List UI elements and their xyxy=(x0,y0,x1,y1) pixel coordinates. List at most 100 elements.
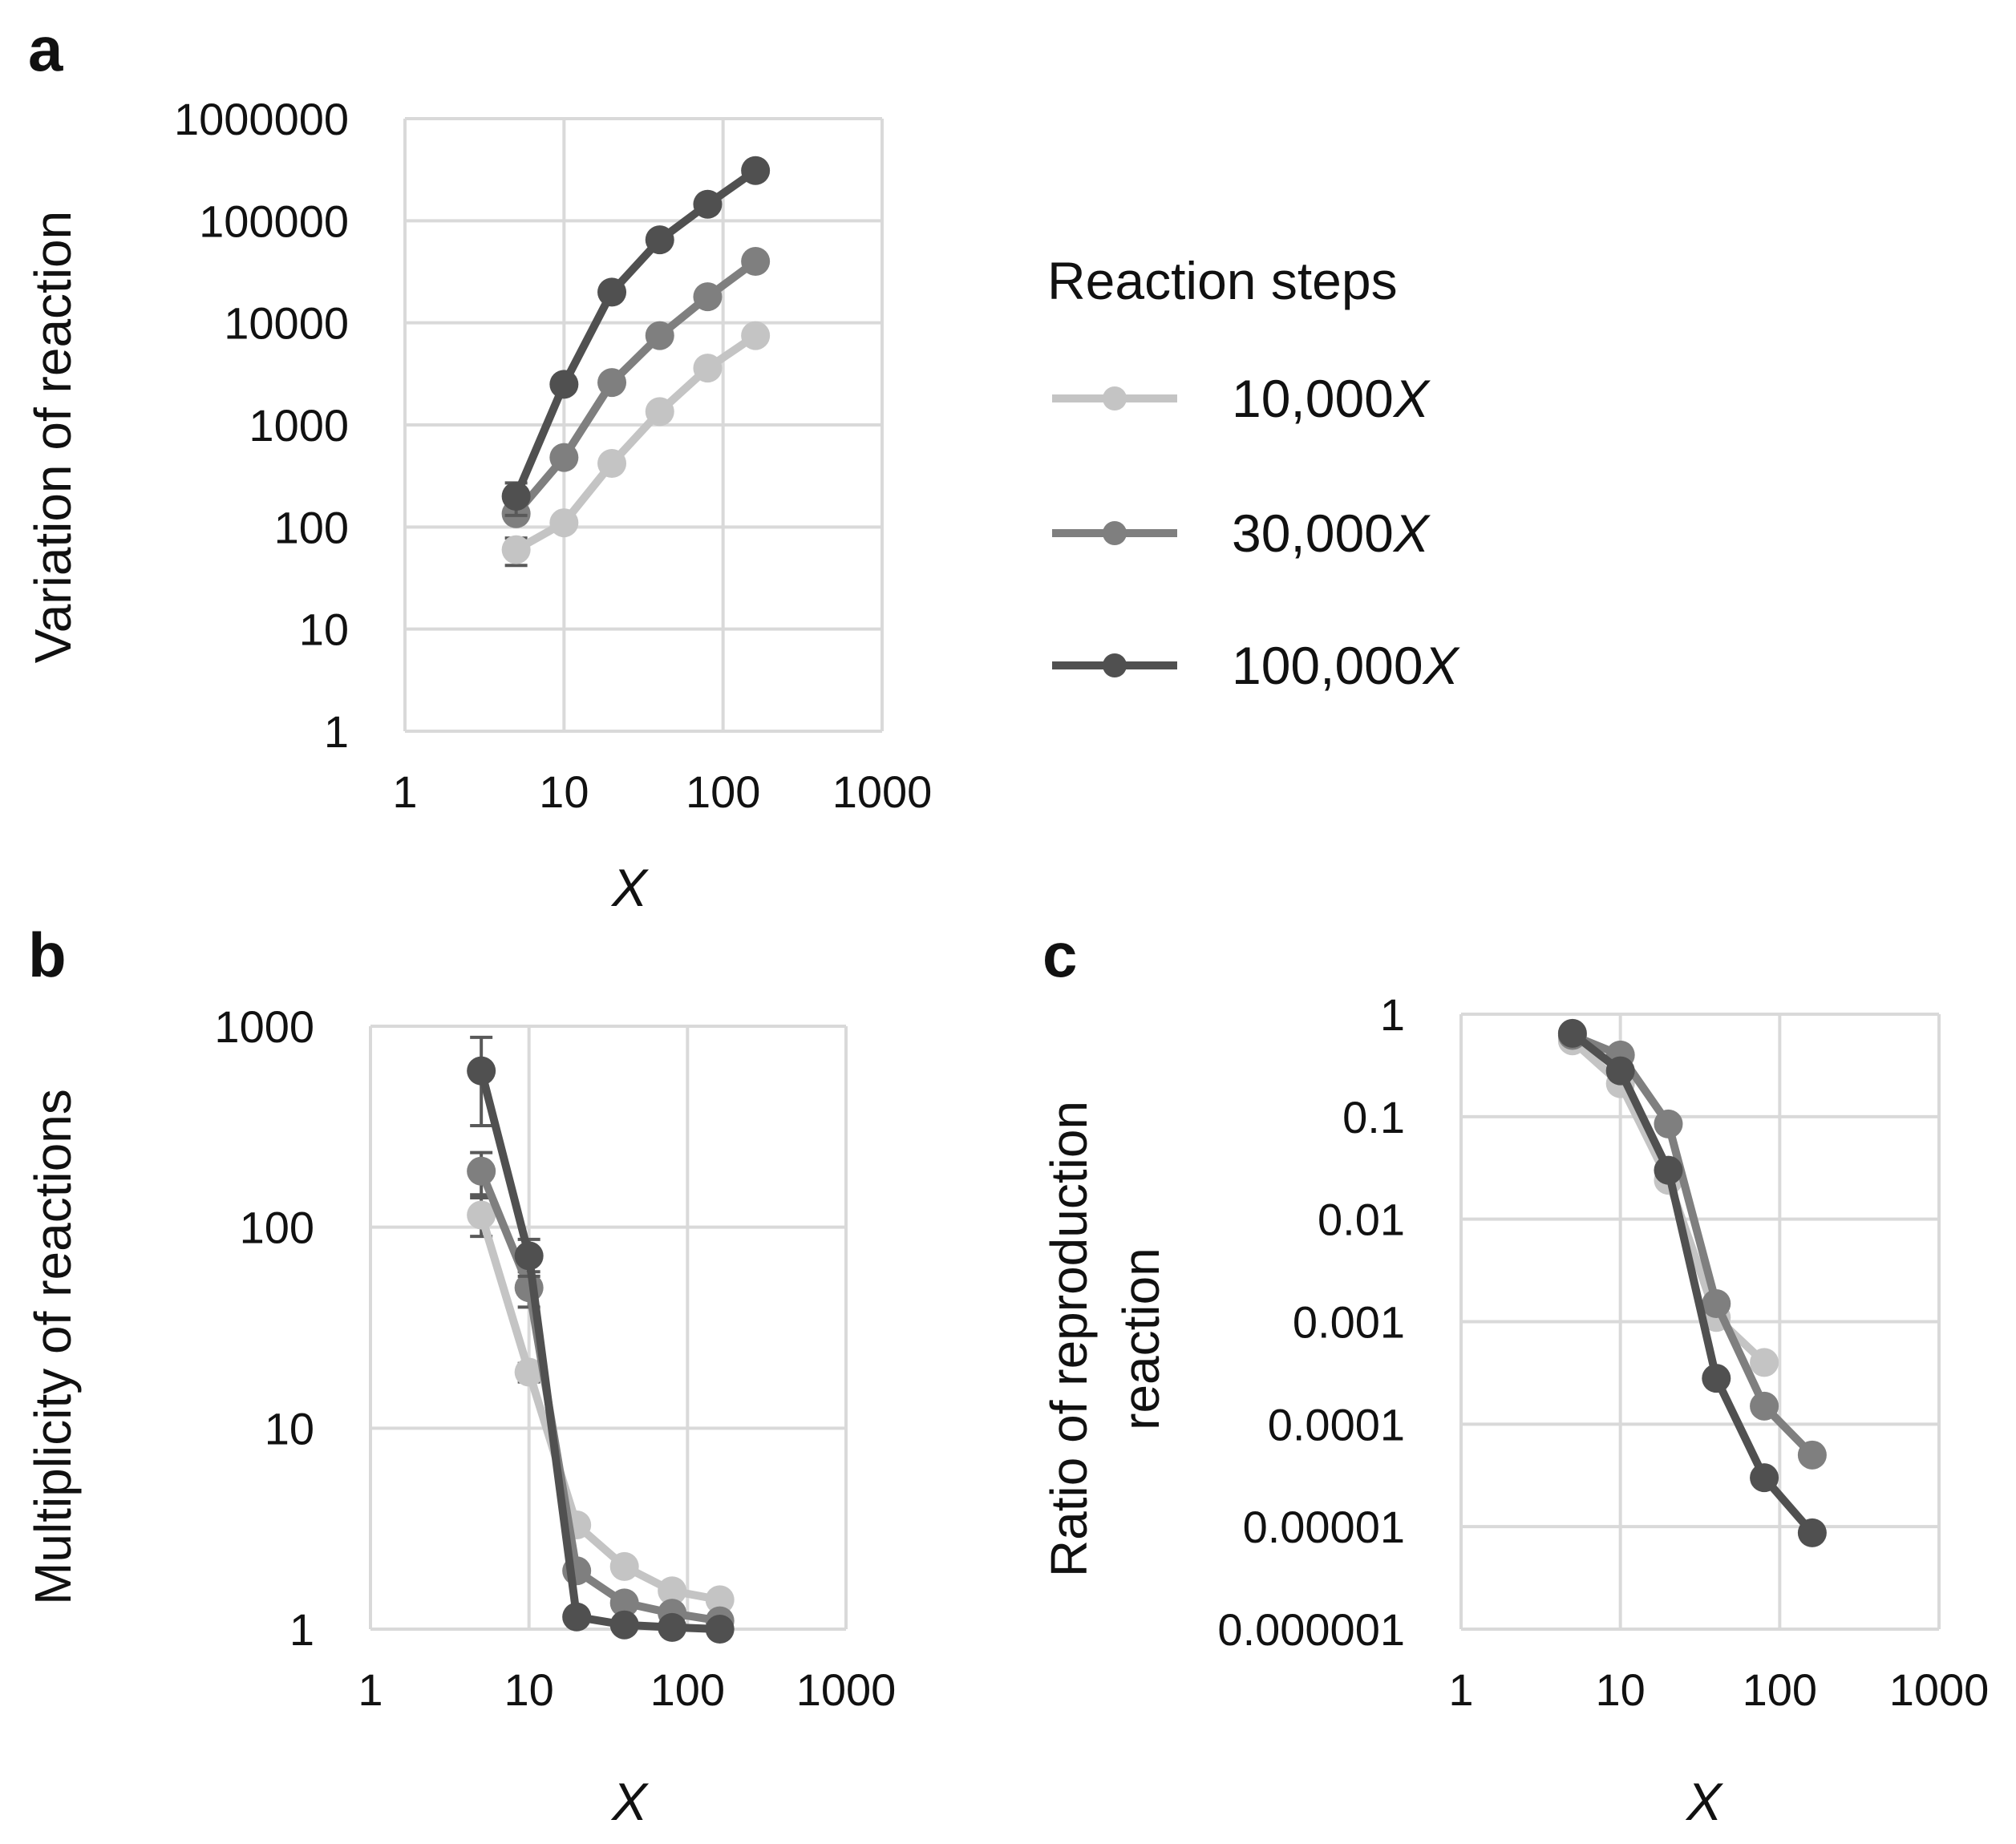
data-point xyxy=(467,1200,496,1230)
legend-entry-2: 30,000X xyxy=(1052,503,1431,563)
data-point xyxy=(693,189,723,219)
panel-c-y-axis-title-line-1: Ratio of reproduction xyxy=(1040,1101,1098,1577)
legend-label-3: 100,000X xyxy=(1232,636,1461,695)
legend-marker-1 xyxy=(1103,386,1127,410)
data-point xyxy=(693,282,723,312)
panel-a-y-tick-label: 100000 xyxy=(199,196,349,246)
panel-c-y-tick-label: 0.1 xyxy=(1342,1092,1405,1142)
data-point xyxy=(1750,1463,1779,1493)
data-point xyxy=(645,321,674,350)
panel-b-x-tick-label: 1 xyxy=(358,1664,383,1715)
panel-b-label: b xyxy=(28,920,67,990)
panel-c-y-tick-label: 0.000001 xyxy=(1217,1604,1405,1655)
series-line xyxy=(477,1167,724,1625)
panel-b-y-tick-label: 1000 xyxy=(214,1001,314,1052)
panel-a-x-tick-label: 1000 xyxy=(832,766,933,817)
panel-b-y-tick-label: 100 xyxy=(240,1203,314,1253)
data-point xyxy=(609,1610,639,1640)
panel-b-series-1 xyxy=(467,1196,735,1615)
panel-c-grid xyxy=(1459,1013,1941,1631)
data-point xyxy=(741,156,771,185)
panel-a-series-1 xyxy=(501,321,771,568)
data-point xyxy=(549,443,579,472)
panel-b-x-tick-label: 100 xyxy=(650,1664,725,1715)
panel-c-ticks: 1 10 100 1000 0.000001 0.00001 0.0001 0.001 0.01… xyxy=(1217,989,1989,1715)
data-point xyxy=(501,535,531,564)
panel-b-y-tick-label: 1 xyxy=(289,1604,314,1655)
panel-c-x-tick-label: 1000 xyxy=(1889,1664,1990,1715)
panel-b-x-axis-title: X xyxy=(610,1772,650,1831)
panel-a: a 1 10 100 1000 1 10 100 1000 10000 100000 1000000… xyxy=(24,14,932,917)
data-point xyxy=(1702,1364,1731,1393)
panel-b-series-3 xyxy=(467,1035,735,1644)
data-point xyxy=(467,1056,496,1086)
panel-b-grid xyxy=(369,1025,848,1631)
panel-a-grid xyxy=(403,117,884,733)
legend-marker-3 xyxy=(1103,653,1127,677)
panel-c-series-1 xyxy=(1557,1026,1779,1377)
panel-b-y-axis-title: Multiplicity of reactions xyxy=(24,1089,82,1605)
series-line xyxy=(477,1211,724,1604)
data-point xyxy=(705,1585,735,1615)
panel-a-ticks: 1 10 100 1000 1 10 100 1000 10000 100000 1000000 xyxy=(174,94,932,817)
data-point xyxy=(1797,1440,1827,1470)
panel-b-ticks: 1 10 100 1000 1 10 100 1000 xyxy=(214,1001,896,1715)
data-point xyxy=(1797,1518,1827,1547)
panel-c-x-tick-label: 100 xyxy=(1743,1664,1817,1715)
data-point xyxy=(645,225,674,255)
data-point xyxy=(549,370,579,399)
panel-a-label: a xyxy=(28,14,63,84)
data-point xyxy=(1750,1391,1779,1421)
panel-b-x-tick-label: 1000 xyxy=(796,1664,897,1715)
data-point xyxy=(741,321,771,350)
panel-c-y-tick-label: 0.01 xyxy=(1318,1195,1405,1245)
data-point xyxy=(597,368,627,398)
data-point xyxy=(514,1241,544,1271)
legend-marker-2 xyxy=(1103,521,1127,545)
data-point xyxy=(467,1156,496,1186)
data-point xyxy=(693,354,723,383)
legend: Reaction steps 10,000X 30,000X 100,000X xyxy=(1047,251,1461,695)
panel-a-y-axis-title: Variation of reaction xyxy=(24,211,82,663)
panel-c-x-tick-label: 10 xyxy=(1596,1664,1646,1715)
panel-a-series-3 xyxy=(501,156,771,517)
panel-c-y-axis-title-line-2: reaction xyxy=(1112,1248,1170,1430)
data-point xyxy=(609,1551,639,1581)
data-point xyxy=(1702,1288,1731,1318)
panel-a-y-tick-label: 1000000 xyxy=(174,94,349,144)
data-point xyxy=(645,397,674,427)
panel-a-y-tick-label: 100 xyxy=(274,502,349,552)
legend-label-2: 30,000X xyxy=(1232,503,1431,563)
data-point xyxy=(705,1615,735,1644)
data-point xyxy=(562,1602,592,1632)
data-point xyxy=(609,1588,639,1618)
panel-b-series-2 xyxy=(467,1150,735,1636)
legend-label-1: 10,000X xyxy=(1232,369,1431,428)
panel-b-series xyxy=(467,1035,735,1644)
data-point xyxy=(1750,1348,1779,1377)
legend-title: Reaction steps xyxy=(1047,251,1398,310)
data-point xyxy=(597,277,627,307)
panel-a-y-tick-label: 1 xyxy=(324,706,349,757)
panel-a-x-axis-title: X xyxy=(610,858,650,917)
series-line xyxy=(1568,1029,1816,1537)
panel-c-y-tick-label: 0.00001 xyxy=(1243,1502,1405,1552)
panel-a-series xyxy=(501,156,771,568)
panel-a-x-tick-label: 10 xyxy=(539,766,589,817)
panel-b-y-tick-label: 10 xyxy=(265,1403,314,1454)
panel-a-y-tick-label: 10 xyxy=(299,605,349,655)
data-point xyxy=(549,508,579,538)
legend-entry-3: 100,000X xyxy=(1052,636,1461,695)
panel-a-x-tick-label: 1 xyxy=(392,766,417,817)
panel-c-series xyxy=(1557,1018,1827,1547)
data-point xyxy=(501,482,531,512)
data-point xyxy=(741,247,771,277)
panel-b: b 1 10 100 1000 1 10 100 1000 X Multiplicity of… xyxy=(24,920,896,1831)
panel-c-series-3 xyxy=(1557,1018,1827,1547)
panel-c: c 1 10 100 1000 0.000001 0.00001 0.0001 0.001 0.… xyxy=(1040,920,1989,1831)
panel-c-y-tick-label: 0.001 xyxy=(1293,1297,1405,1348)
data-point xyxy=(597,448,627,478)
data-point xyxy=(1654,1155,1683,1185)
panel-c-x-axis-title: X xyxy=(1685,1772,1724,1831)
